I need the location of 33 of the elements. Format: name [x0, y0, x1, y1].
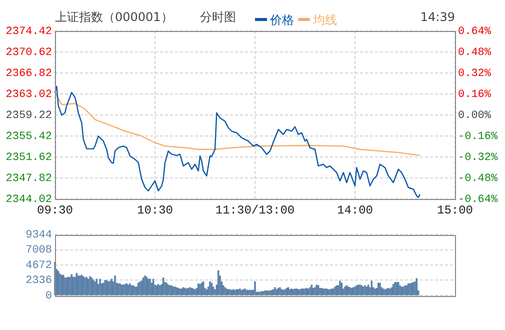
- y-tick-label: 2344.02: [6, 194, 52, 206]
- y2-tick-label: 0.64%: [458, 26, 492, 38]
- y-tick-label: 2351.62: [6, 152, 52, 164]
- y2-tick-label: -0.64%: [458, 194, 498, 206]
- y-tick-label: 2363.02: [6, 88, 52, 101]
- y2-tick-label: -0.32%: [458, 152, 498, 164]
- y-tick-label: 4672: [26, 260, 52, 272]
- y-tick-label: 2359.22: [6, 110, 52, 122]
- y2-tick-label: -0.48%: [458, 172, 498, 185]
- x-tick-label: 15:00: [436, 203, 474, 218]
- x-tick-label: 10:30: [136, 203, 174, 218]
- legend-label: 价格: [270, 12, 294, 26]
- y2-tick-label: 0.16%: [458, 88, 492, 101]
- y-tick-label: 2355.42: [6, 130, 52, 143]
- x-tick-label: 14:00: [336, 203, 374, 218]
- x-tick-label: 11:30/13:00: [215, 203, 295, 218]
- chart-subtitle: 分时图: [200, 10, 236, 24]
- y2-tick-label: 0.00%: [458, 110, 492, 122]
- y-tick-label: 0: [45, 290, 52, 302]
- y-tick-label: 7008: [26, 244, 52, 257]
- y-tick-label: 2374.42: [6, 26, 52, 38]
- y-tick-label: 2347.82: [6, 172, 52, 185]
- text: 14:39: [420, 10, 455, 24]
- legend-label: 均线: [313, 12, 337, 26]
- chart-title: 上证指数（000001）: [55, 10, 173, 24]
- y-tick-label: 2336: [26, 275, 52, 288]
- y2-tick-label: 0.48%: [458, 46, 492, 59]
- y2-tick-label: -0.16%: [458, 130, 498, 143]
- y2-tick-label: 0.32%: [458, 68, 492, 80]
- y-tick-label: 2366.82: [6, 68, 52, 80]
- x-tick-label: 09:30: [36, 203, 74, 218]
- y-tick-label: 9344: [26, 230, 52, 242]
- y-tick-label: 2370.62: [6, 46, 52, 59]
